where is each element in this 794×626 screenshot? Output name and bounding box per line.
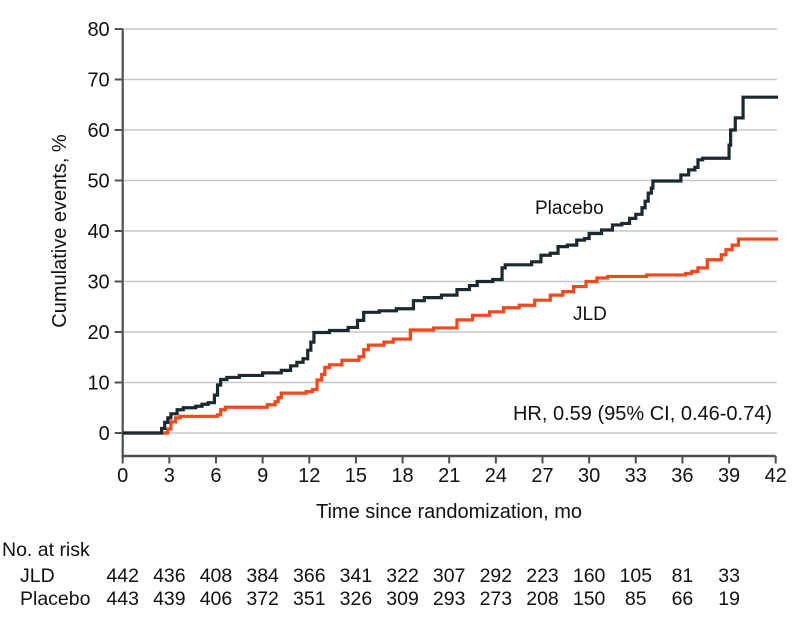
curve-jld (122, 237, 779, 435)
x-tick-label: 3 (164, 465, 175, 487)
axes (114, 28, 777, 464)
y-tick-label: 40 (87, 221, 109, 243)
risk-count-placebo: 293 (433, 588, 466, 610)
curve-label-jld: JLD (573, 304, 607, 325)
x-tick-label: 0 (117, 465, 128, 487)
risk-table-header: No. at risk (2, 539, 90, 561)
series-curves (122, 95, 779, 435)
risk-count-placebo: 150 (573, 588, 606, 610)
risk-count-placebo: 372 (246, 588, 279, 610)
risk-count-jld: 307 (433, 565, 466, 587)
risk-count-jld: 223 (526, 565, 559, 587)
hr-annotation: HR, 0.59 (95% CI, 0.46-0.74) (513, 403, 772, 425)
curve-label-placebo: Placebo (535, 198, 604, 219)
y-tick-label: 30 (87, 272, 109, 294)
y-tick-label: 50 (87, 171, 109, 193)
risk-count-jld: 160 (573, 565, 606, 587)
risk-count-placebo: 439 (153, 588, 186, 610)
y-axis-title: Cumulative events, % (49, 134, 71, 328)
y-tick-label: 20 (87, 322, 109, 344)
x-tick-label: 36 (671, 465, 693, 487)
risk-count-placebo: 443 (106, 588, 139, 610)
y-tick-label: 60 (87, 120, 109, 142)
x-tick-label: 15 (345, 465, 367, 487)
x-tick-label: 9 (257, 465, 268, 487)
y-tick-label: 0 (99, 423, 110, 445)
risk-count-jld: 408 (200, 565, 233, 587)
risk-count-placebo: 208 (526, 588, 559, 610)
risk-row-label-jld: JLD (20, 565, 55, 587)
risk-count-placebo: 326 (340, 588, 373, 610)
y-tick-label: 70 (87, 70, 109, 92)
x-tick-label: 39 (718, 465, 740, 487)
x-tick-label: 6 (210, 465, 221, 487)
x-tick-label: 18 (391, 465, 413, 487)
x-tick-label: 12 (298, 465, 320, 487)
risk-count-jld: 436 (153, 565, 186, 587)
x-tick-label: 33 (625, 465, 647, 487)
risk-count-jld: 33 (718, 565, 740, 587)
risk-count-jld: 366 (293, 565, 326, 587)
risk-count-jld: 442 (106, 565, 139, 587)
y-tick-label: 10 (87, 373, 109, 395)
risk-count-jld: 292 (480, 565, 513, 587)
x-axis-title: Time since randomization, mo (316, 501, 582, 523)
risk-table-counts: 442 436 408 384 366 341 322 307 292 223 160 105 81 33… (106, 565, 739, 610)
x-tick-label: 21 (438, 465, 460, 487)
risk-count-jld: 81 (672, 565, 694, 587)
gridlines (122, 28, 777, 434)
risk-count-placebo: 309 (386, 588, 419, 610)
risk-count-placebo: 351 (293, 588, 326, 610)
risk-count-placebo: 19 (718, 588, 740, 610)
x-axis-tick-labels: 0 3 6 9 12 15 18 21 24 27 30 33 36 39 42 (117, 465, 787, 487)
risk-count-jld: 341 (340, 565, 373, 587)
risk-count-jld: 105 (620, 565, 653, 587)
risk-count-placebo: 273 (480, 588, 513, 610)
x-tick-label: 27 (531, 465, 553, 487)
y-tick-label: 80 (87, 19, 109, 41)
x-tick-label: 42 (765, 465, 787, 487)
risk-count-placebo: 406 (200, 588, 233, 610)
risk-count-jld: 322 (386, 565, 419, 587)
x-tick-label: 24 (485, 465, 507, 487)
curve-placebo (122, 95, 779, 435)
risk-row-label-placebo: Placebo (20, 588, 91, 610)
risk-count-placebo: 66 (672, 588, 694, 610)
y-axis-tick-labels: 0 10 20 30 40 50 60 70 80 (87, 19, 109, 445)
risk-count-jld: 384 (246, 565, 279, 587)
x-tick-label: 30 (578, 465, 600, 487)
risk-count-placebo: 85 (625, 588, 647, 610)
